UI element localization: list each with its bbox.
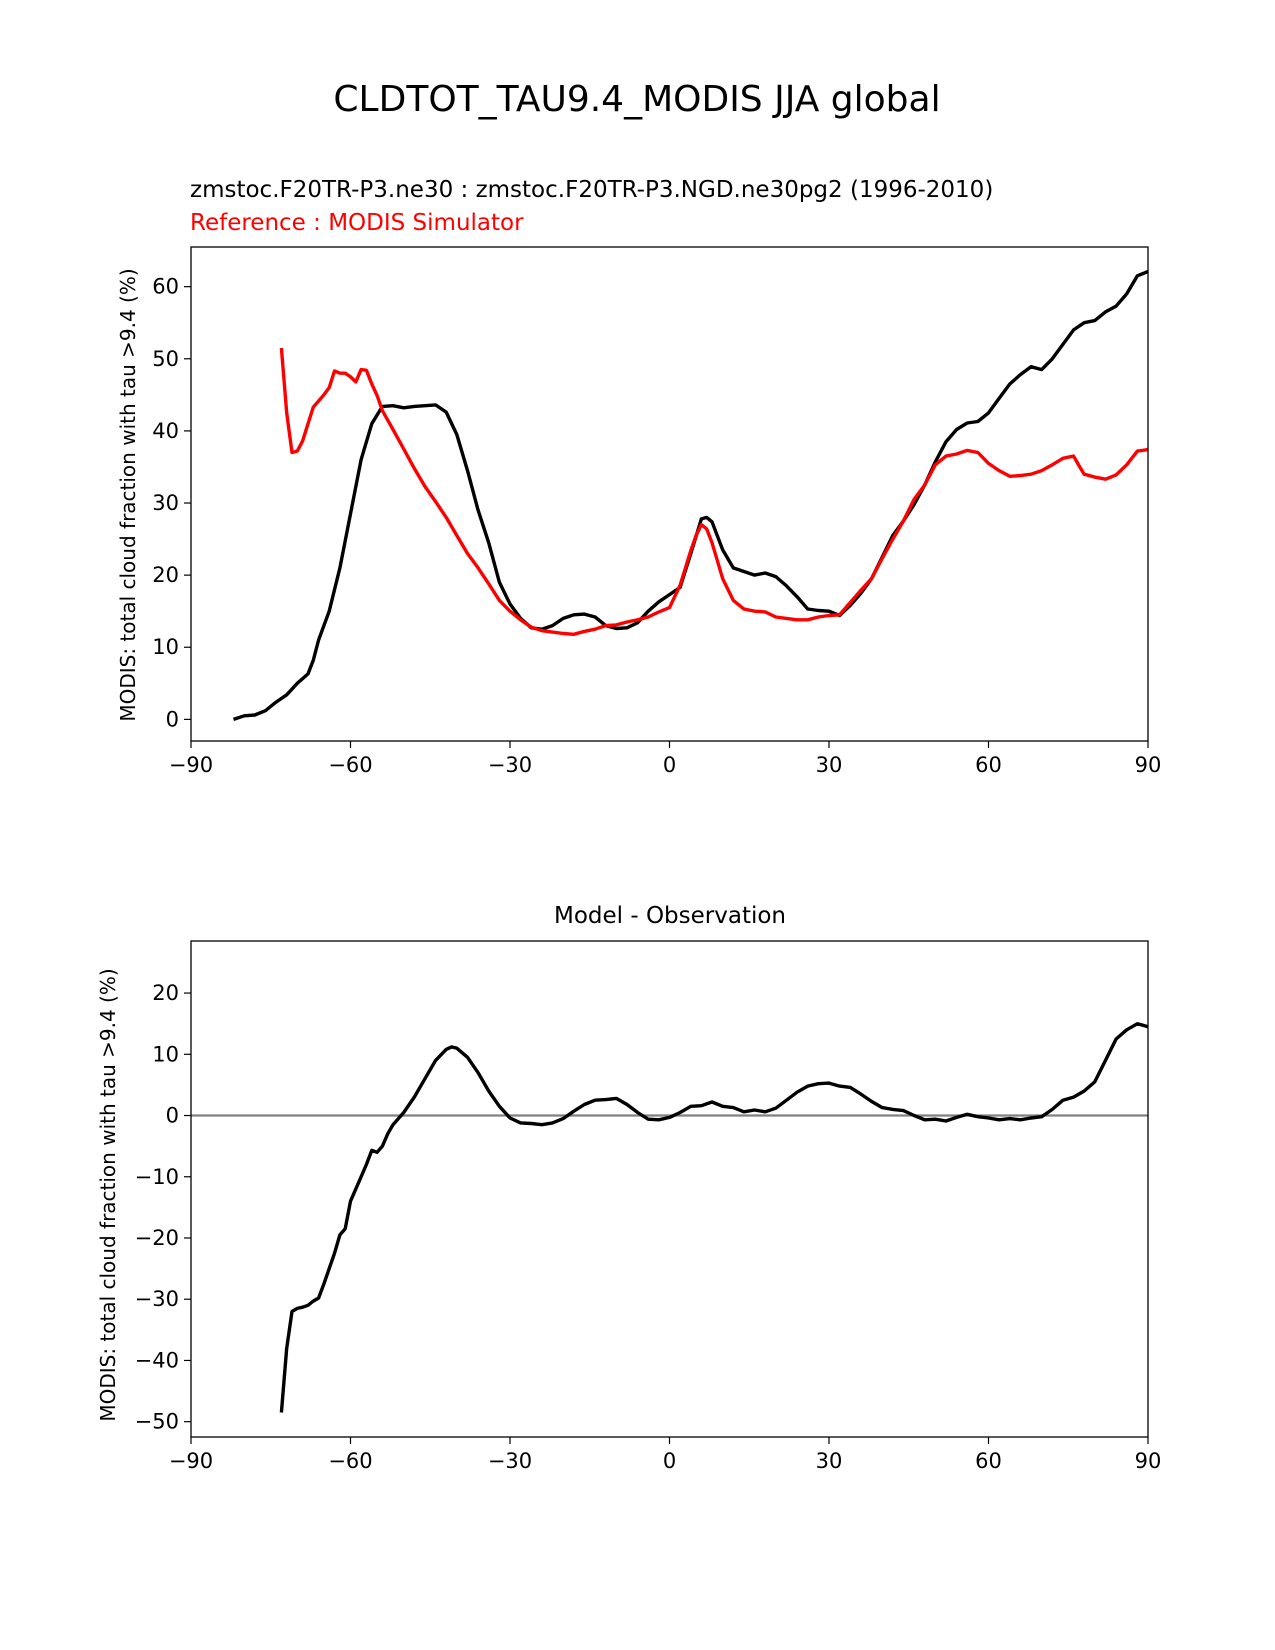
top-series-line-1 bbox=[279, 347, 1149, 636]
bottom-y-tick-label: −30 bbox=[135, 1287, 179, 1311]
bottom-panel-frame bbox=[190, 940, 1149, 1438]
top-panel: zmstoc.F20TR-P3.ne30 : zmstoc.F20TR-P3.N… bbox=[116, 177, 1161, 777]
top-y-tick-label: 0 bbox=[166, 707, 179, 731]
top-panel-frame bbox=[190, 246, 1149, 742]
bottom-x-tick-label: 30 bbox=[816, 1449, 843, 1473]
top-x-tick-label: 30 bbox=[816, 753, 843, 777]
bottom-x-tick-label: 90 bbox=[1135, 1449, 1162, 1473]
bottom-panel-ticks: −90 −60 −30 0 30 60 90 −50 −40 −30 −20 −10 0 10 20 bbox=[135, 981, 1162, 1473]
bottom-x-tick-label: −60 bbox=[328, 1449, 372, 1473]
top-panel-y-axis-label: MODIS: total cloud fraction with tau >9.… bbox=[116, 268, 140, 721]
top-panel-model-title: zmstoc.F20TR-P3.ne30 : zmstoc.F20TR-P3.N… bbox=[190, 177, 993, 203]
top-y-tick-label: 40 bbox=[152, 419, 179, 443]
top-x-tick-label: 0 bbox=[663, 753, 676, 777]
bottom-panel-series bbox=[279, 1022, 1149, 1413]
bottom-panel: Model - Observation MODIS: total cloud f… bbox=[96, 903, 1161, 1473]
top-y-tick-label: 60 bbox=[152, 275, 179, 299]
top-x-tick-label: −90 bbox=[169, 753, 213, 777]
top-panel-series bbox=[232, 269, 1149, 722]
top-x-tick-label: 90 bbox=[1135, 753, 1162, 777]
top-x-tick-label: −60 bbox=[328, 753, 372, 777]
bottom-y-tick-label: −10 bbox=[135, 1165, 179, 1189]
figure-suptitle: CLDTOT_TAU9.4_MODIS JJA global bbox=[333, 79, 940, 120]
top-panel-reference-title: Reference : MODIS Simulator bbox=[190, 210, 524, 236]
top-x-tick-label: −30 bbox=[488, 753, 532, 777]
top-y-tick-label: 50 bbox=[152, 347, 179, 371]
bottom-y-tick-label: −50 bbox=[135, 1410, 179, 1434]
top-panel-ticks: −90 −60 −30 0 30 60 90 0 10 20 30 40 50 60 bbox=[152, 275, 1161, 777]
bottom-x-tick-label: −30 bbox=[488, 1449, 532, 1473]
bottom-y-tick-label: −40 bbox=[135, 1348, 179, 1372]
bottom-x-tick-label: −90 bbox=[169, 1449, 213, 1473]
bottom-x-tick-label: 60 bbox=[975, 1449, 1002, 1473]
bottom-y-tick-label: 0 bbox=[166, 1104, 179, 1128]
bottom-y-tick-label: −20 bbox=[135, 1226, 179, 1250]
bottom-x-tick-label: 0 bbox=[663, 1449, 676, 1473]
top-y-tick-label: 30 bbox=[152, 491, 179, 515]
bottom-series-line-0 bbox=[279, 1022, 1149, 1413]
bottom-panel-title: Model - Observation bbox=[554, 903, 786, 929]
bottom-panel-y-axis-label: MODIS: total cloud fraction with tau >9.… bbox=[96, 968, 120, 1421]
top-y-tick-label: 10 bbox=[152, 635, 179, 659]
top-x-tick-label: 60 bbox=[975, 753, 1002, 777]
top-y-tick-label: 20 bbox=[152, 563, 179, 587]
bottom-y-tick-label: 10 bbox=[152, 1042, 179, 1066]
bottom-y-tick-label: 20 bbox=[152, 981, 179, 1005]
